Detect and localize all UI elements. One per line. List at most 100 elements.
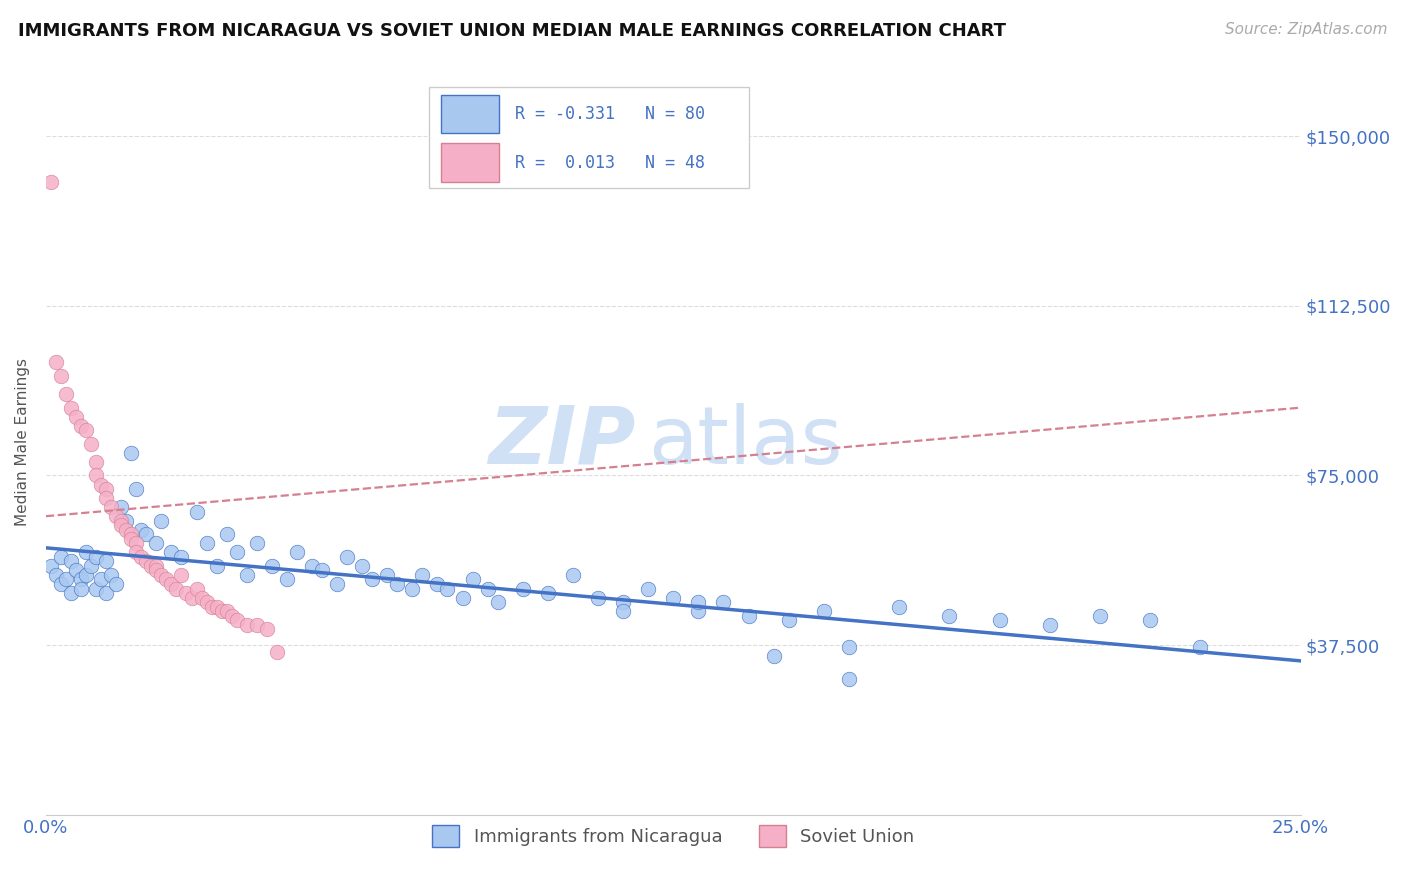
Point <box>120 532 142 546</box>
Point <box>96 554 118 568</box>
Point <box>105 509 128 524</box>
Point <box>461 573 484 587</box>
Point <box>401 582 423 596</box>
Point <box>190 591 212 605</box>
Point <box>65 564 87 578</box>
Point <box>110 514 132 528</box>
Point <box>75 423 97 437</box>
Point <box>688 595 710 609</box>
Point <box>246 536 269 550</box>
Point <box>326 577 349 591</box>
Point <box>301 558 323 573</box>
Point <box>100 568 122 582</box>
Point <box>75 545 97 559</box>
Point <box>65 409 87 424</box>
Point <box>352 558 374 573</box>
Point <box>285 545 308 559</box>
Point <box>1189 640 1212 655</box>
Point <box>100 500 122 515</box>
Point <box>155 573 177 587</box>
Point <box>1039 617 1062 632</box>
Point <box>176 586 198 600</box>
Point <box>205 558 228 573</box>
Point <box>49 549 72 564</box>
Point <box>60 554 83 568</box>
Point <box>170 568 193 582</box>
Point <box>160 545 183 559</box>
Point <box>256 622 278 636</box>
Point <box>131 523 153 537</box>
Text: ZIP: ZIP <box>488 402 636 481</box>
Point <box>713 595 735 609</box>
Point <box>90 573 112 587</box>
Point <box>637 582 659 596</box>
Point <box>84 468 107 483</box>
Point <box>436 582 458 596</box>
Point <box>225 545 247 559</box>
Point <box>110 518 132 533</box>
Point <box>135 527 157 541</box>
Text: atlas: atlas <box>648 402 842 481</box>
Point <box>125 536 148 550</box>
Legend: Immigrants from Nicaragua, Soviet Union: Immigrants from Nicaragua, Soviet Union <box>425 818 921 855</box>
Point <box>84 549 107 564</box>
Point <box>96 586 118 600</box>
Point <box>889 599 911 614</box>
Point <box>512 582 534 596</box>
Point <box>225 613 247 627</box>
Point <box>150 514 173 528</box>
FancyBboxPatch shape <box>429 87 748 188</box>
Point <box>70 573 93 587</box>
Point <box>49 369 72 384</box>
Point <box>145 536 167 550</box>
Point <box>778 613 800 627</box>
Point <box>170 549 193 564</box>
Point <box>84 582 107 596</box>
Point <box>276 573 298 587</box>
Point <box>561 568 583 582</box>
Point <box>70 582 93 596</box>
Point <box>141 558 163 573</box>
Point <box>75 568 97 582</box>
Point <box>260 558 283 573</box>
Point <box>96 482 118 496</box>
Point <box>115 514 138 528</box>
Point <box>361 573 384 587</box>
Point <box>838 640 860 655</box>
Point <box>375 568 398 582</box>
Point <box>110 500 132 515</box>
Point <box>205 599 228 614</box>
Point <box>1088 608 1111 623</box>
Point <box>60 401 83 415</box>
Point <box>387 577 409 591</box>
Y-axis label: Median Male Earnings: Median Male Earnings <box>15 358 30 525</box>
Point <box>477 582 499 596</box>
Point <box>612 604 634 618</box>
Point <box>235 617 257 632</box>
Point <box>336 549 359 564</box>
Point <box>145 564 167 578</box>
Point <box>96 491 118 505</box>
Point <box>80 558 103 573</box>
Point <box>90 477 112 491</box>
Point <box>45 355 67 369</box>
Point <box>451 591 474 605</box>
Point <box>180 591 202 605</box>
Point <box>221 608 243 623</box>
Point <box>200 599 222 614</box>
Point <box>988 613 1011 627</box>
Point <box>411 568 433 582</box>
FancyBboxPatch shape <box>441 95 499 134</box>
Point <box>938 608 960 623</box>
Point <box>160 577 183 591</box>
Point <box>688 604 710 618</box>
Point <box>49 577 72 591</box>
Point <box>105 577 128 591</box>
Point <box>612 595 634 609</box>
Point <box>186 505 208 519</box>
Point <box>737 608 759 623</box>
Point <box>125 482 148 496</box>
Point <box>195 595 218 609</box>
Text: Source: ZipAtlas.com: Source: ZipAtlas.com <box>1225 22 1388 37</box>
Point <box>195 536 218 550</box>
